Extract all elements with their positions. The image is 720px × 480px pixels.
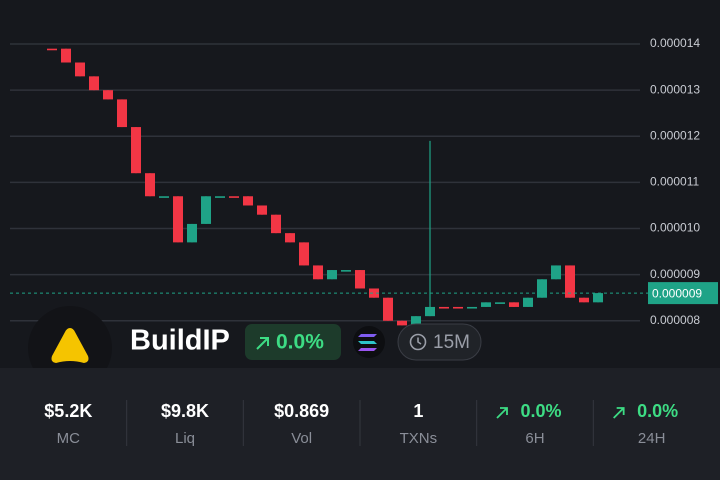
y-tick-label: 0.000014 bbox=[650, 36, 700, 50]
candle-body bbox=[173, 196, 183, 243]
candle-body bbox=[383, 297, 393, 321]
interval-label: 15M bbox=[433, 332, 470, 353]
candle-body bbox=[411, 316, 421, 326]
candle-body bbox=[89, 76, 99, 91]
stat-label: MC bbox=[57, 430, 80, 447]
candle-body bbox=[453, 306, 463, 309]
stat-item: $0.869 Vol bbox=[274, 401, 329, 447]
price-chart: 0.000014 0.000013 0.000012 0.000011 0.000010… bbox=[10, 36, 718, 327]
chain-stripe bbox=[358, 348, 377, 351]
last-price-box bbox=[648, 282, 718, 305]
candle-body bbox=[495, 302, 505, 304]
change-value: 0.0% bbox=[276, 331, 324, 354]
stat-item: 0.0% 6H bbox=[496, 401, 562, 447]
last-price-label: 0.000009 bbox=[652, 286, 702, 300]
y-tick-label: 0.000010 bbox=[650, 221, 700, 235]
stat-item: 0.0% 24H bbox=[613, 401, 678, 447]
candle-body bbox=[145, 173, 155, 197]
candle-body bbox=[565, 265, 575, 298]
stat-value: $5.2K bbox=[44, 401, 92, 421]
up-arrow-icon bbox=[496, 407, 508, 419]
candle-body bbox=[215, 196, 225, 198]
chain-stripe bbox=[358, 341, 377, 344]
candle-body bbox=[341, 270, 351, 272]
clock-hands bbox=[417, 337, 422, 345]
stat-value: 0.0% bbox=[520, 401, 561, 421]
candle-body bbox=[327, 270, 337, 280]
y-tick-label: 0.000008 bbox=[650, 313, 700, 327]
candle-body bbox=[285, 233, 295, 243]
candle-body bbox=[299, 242, 309, 266]
candle-body bbox=[579, 297, 589, 303]
interval-pill bbox=[397, 323, 482, 361]
stat-value: $0.869 bbox=[274, 401, 329, 421]
candle-body bbox=[537, 279, 547, 298]
stat-value: $9.8K bbox=[161, 401, 209, 421]
candle-body bbox=[61, 48, 71, 63]
candle-body bbox=[159, 196, 169, 198]
stat-value: 1 bbox=[413, 401, 423, 421]
stat-item: $5.2K MC bbox=[44, 401, 92, 447]
up-arrow-icon bbox=[256, 337, 269, 350]
chain-stripe bbox=[358, 334, 377, 337]
candle-body bbox=[551, 265, 561, 280]
stat-label: TXNs bbox=[400, 430, 438, 447]
stat-label: Liq bbox=[175, 430, 195, 447]
candle-body bbox=[313, 265, 323, 280]
y-tick-label: 0.000012 bbox=[650, 128, 700, 142]
candle-body bbox=[229, 196, 239, 198]
stat-label: Vol bbox=[291, 430, 312, 447]
up-arrow-icon bbox=[613, 407, 625, 419]
candle-body bbox=[369, 288, 379, 298]
candle-body bbox=[131, 127, 141, 174]
stat-item: 1 TXNs bbox=[400, 401, 438, 447]
y-tick-label: 0.000013 bbox=[650, 82, 700, 96]
stat-value: 0.0% bbox=[637, 401, 678, 421]
y-tick-label: 0.000009 bbox=[650, 267, 700, 281]
candle-body bbox=[201, 196, 211, 224]
candle-body bbox=[47, 48, 57, 51]
y-tick-label: 0.000011 bbox=[650, 175, 699, 189]
stat-item: $9.8K Liq bbox=[161, 401, 209, 447]
candle-body bbox=[425, 306, 435, 317]
candle-body bbox=[509, 302, 519, 307]
candle-body bbox=[75, 62, 85, 77]
candle-body bbox=[243, 196, 253, 206]
token-name: BuildIP bbox=[130, 325, 230, 357]
candle-body bbox=[467, 306, 477, 309]
candle-body bbox=[271, 214, 281, 234]
change-badge bbox=[245, 324, 341, 360]
candle-body bbox=[257, 205, 267, 215]
candle-body bbox=[187, 223, 197, 243]
candle-body bbox=[117, 99, 127, 128]
clock-icon bbox=[409, 333, 427, 351]
candle-body bbox=[481, 302, 491, 307]
stats-row: $5.2K MC $9.8K Liq $0.869 Vol 1 TXNs 0.0% 6H 0.0% 2… bbox=[44, 400, 678, 447]
candle-body bbox=[103, 90, 113, 100]
stat-label: 24H bbox=[638, 430, 666, 447]
candle-body bbox=[439, 306, 449, 309]
candle-body bbox=[397, 320, 407, 326]
stat-label: 6H bbox=[525, 430, 544, 447]
candle-body bbox=[523, 297, 533, 307]
logo-glyph bbox=[51, 328, 89, 363]
candle-body bbox=[355, 270, 365, 289]
candle-body bbox=[593, 293, 603, 303]
